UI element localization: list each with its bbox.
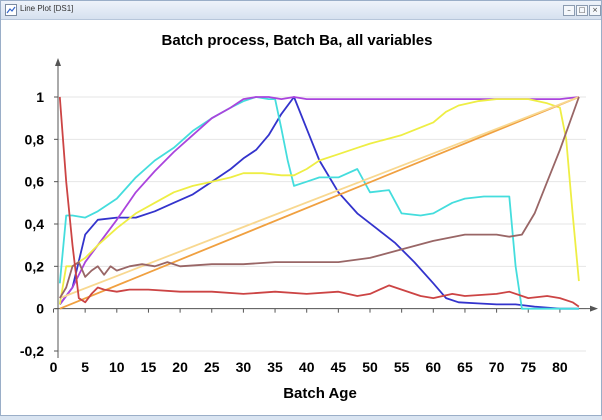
close-icon: × xyxy=(592,6,598,14)
x-tick-label-12: 60 xyxy=(426,359,442,375)
x-tick-label-4: 20 xyxy=(172,359,188,375)
minimize-button[interactable]: – xyxy=(563,5,575,16)
x-tick-labels: 0 5 10 15 20 25 30 35 40 45 50 55 60 65 70 75 80 xyxy=(50,359,568,375)
x-tick-label-7: 35 xyxy=(267,359,283,375)
axes xyxy=(53,58,598,358)
maximize-icon: □ xyxy=(578,6,586,14)
series-line-5 xyxy=(59,96,580,299)
x-tick-label-15: 75 xyxy=(520,359,536,375)
x-tick-label-16: 80 xyxy=(552,359,568,375)
series-line-2 xyxy=(59,96,579,305)
x-tick-label-11: 55 xyxy=(394,359,410,375)
series-line-7 xyxy=(58,96,580,308)
x-axis-arrow xyxy=(590,305,598,312)
series-line-0 xyxy=(59,96,579,310)
series-line-4 xyxy=(59,96,580,310)
x-tick-label-14: 70 xyxy=(489,359,505,375)
x-tick-label-9: 45 xyxy=(331,359,347,375)
y-tick-label-1: 0 xyxy=(36,301,44,317)
x-axis-label: Batch Age xyxy=(283,385,357,402)
y-tick-label-5: 0,8 xyxy=(25,131,45,147)
chart-title: Batch process, Batch Ba, all variables xyxy=(162,32,433,49)
x-tick-label-3: 15 xyxy=(141,359,157,375)
window-titlebar[interactable]: Line Plot [DS1] – □ × xyxy=(1,1,601,20)
series-line-3 xyxy=(58,98,580,305)
grid-lines xyxy=(58,96,586,352)
x-tick-label-6: 30 xyxy=(236,359,252,375)
y-axis-arrow xyxy=(55,58,61,66)
y-tick-label-2: 0,2 xyxy=(25,258,45,274)
plot-area: Batch process, Batch Ba, all variables -… xyxy=(1,20,601,415)
line-plot-icon xyxy=(5,4,17,16)
x-tick-label-2: 10 xyxy=(109,359,125,375)
x-tick-label-1: 5 xyxy=(81,359,89,375)
window-title: Line Plot [DS1] xyxy=(20,4,74,13)
series-lines xyxy=(58,96,580,310)
maximize-button[interactable]: □ xyxy=(576,5,588,16)
y-tick-labels: -0,2 0 0,2 0,4 0,6 0,8 1 xyxy=(20,89,44,359)
close-button[interactable]: × xyxy=(589,5,601,16)
y-tick-label-3: 0,4 xyxy=(25,216,45,232)
series-line-1 xyxy=(58,96,579,310)
y-tick-label-4: 0,6 xyxy=(25,174,45,190)
minimize-icon: – xyxy=(567,6,571,14)
y-tick-label-0: -0,2 xyxy=(20,343,44,359)
series-line-6 xyxy=(59,96,580,299)
x-tick-label-13: 65 xyxy=(457,359,473,375)
x-tick-label-8: 40 xyxy=(299,359,315,375)
x-tick-label-5: 25 xyxy=(204,359,220,375)
line-chart[interactable]: Batch process, Batch Ba, all variables -… xyxy=(1,20,601,415)
y-tick-label-6: 1 xyxy=(36,89,44,105)
x-tick-label-0: 0 xyxy=(50,359,58,375)
x-tick-label-10: 50 xyxy=(362,359,378,375)
